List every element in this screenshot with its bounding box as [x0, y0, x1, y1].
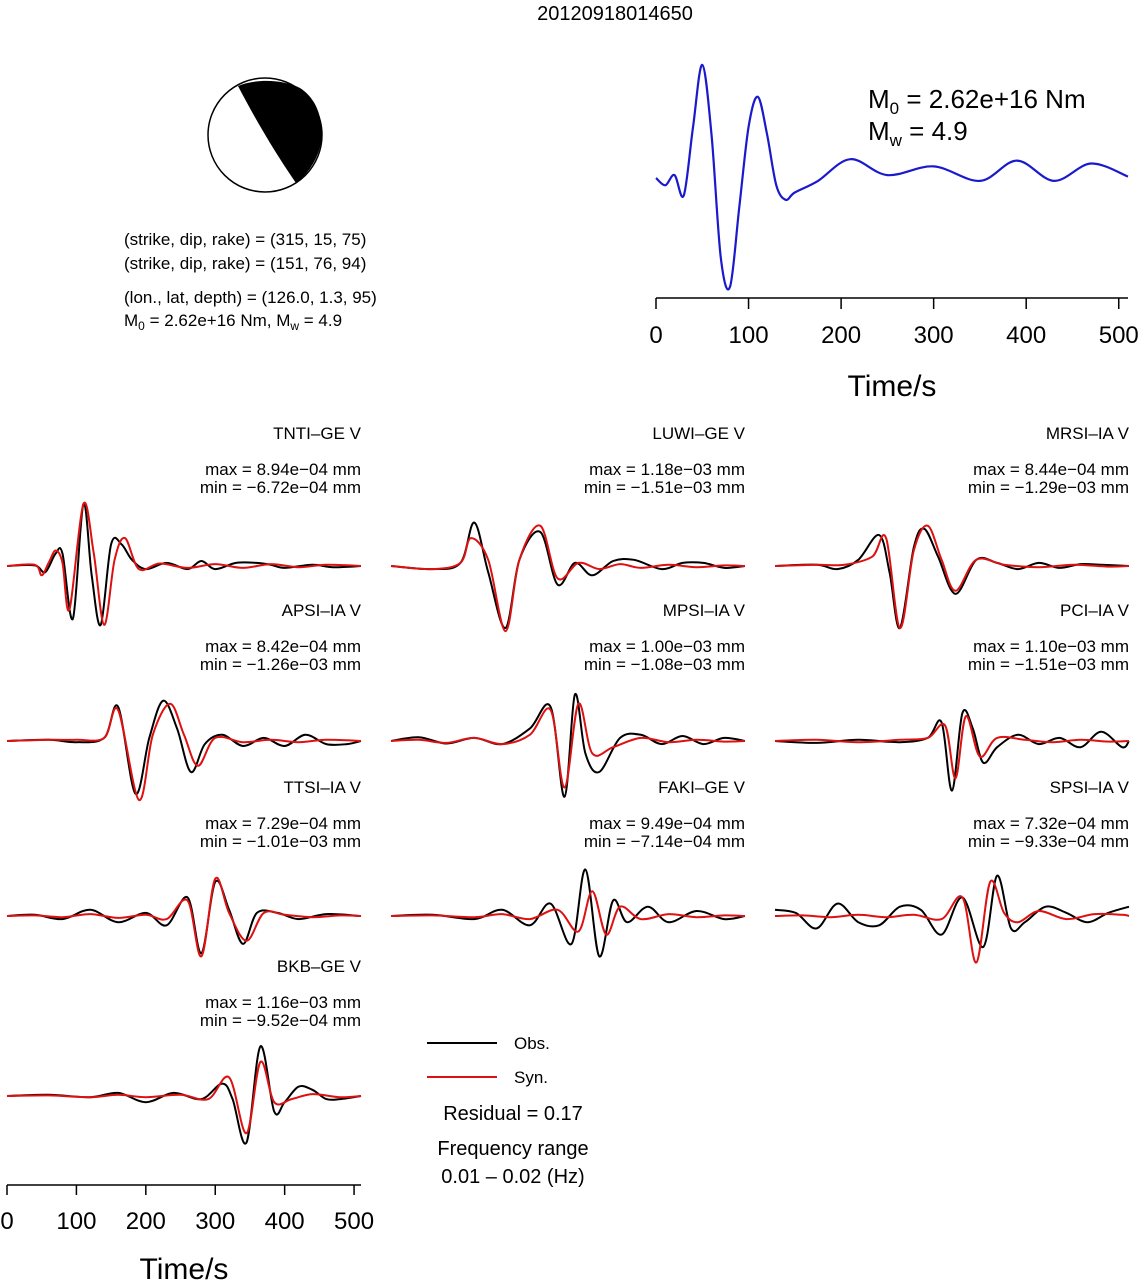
station-min-amplitude: min = −1.08e−03 mm — [584, 655, 745, 674]
waveform-ticks: 0 100 200 300 400 500 — [0, 1185, 374, 1235]
station-max-amplitude: max = 7.29e−04 mm — [205, 814, 361, 833]
beachball — [207, 77, 323, 193]
station-max-amplitude: max = 9.49e−04 mm — [589, 814, 745, 833]
station-max-amplitude: max = 1.18e−03 mm — [589, 460, 745, 479]
station-name: PCI–IA V — [1060, 601, 1130, 620]
station-min-amplitude: min = −9.52e−04 mm — [200, 1011, 361, 1030]
station-name: BKB–GE V — [277, 957, 362, 976]
station-name: SPSI–IA V — [1050, 778, 1130, 797]
waveform-tick-label: 0 — [0, 1208, 13, 1235]
frequency-range-label: Frequency range — [437, 1138, 588, 1160]
stf-tick-label: 500 — [1099, 322, 1139, 349]
synthetic-waveform — [774, 879, 1130, 964]
waveform-xlabel: Time/s — [140, 1253, 229, 1283]
station-min-amplitude: min = −1.51e−03 mm — [584, 478, 745, 497]
synthetic-waveform — [390, 524, 746, 633]
observed-waveform — [774, 709, 1130, 792]
stf-m0-label: M0 = 2.62e+16 Nm — [868, 84, 1086, 118]
station-name: MRSI–IA V — [1046, 424, 1130, 443]
station-max-amplitude: max = 1.10e−03 mm — [973, 637, 1129, 656]
stf-tick-label: 100 — [729, 322, 769, 349]
station-name: FAKI–GE V — [658, 778, 746, 797]
legend: Obs. Syn. — [427, 1034, 550, 1087]
station-min-amplitude: min = −1.01e−03 mm — [200, 832, 361, 851]
legend-syn-label: Syn. — [514, 1068, 548, 1087]
waveform-tick-label: 400 — [265, 1208, 305, 1235]
moment-magnitude-line: M0 = 2.62e+16 Nm, Mw = 4.9 — [124, 311, 342, 333]
synthetic-waveform — [774, 524, 1130, 630]
waveform-tick-label: 300 — [195, 1208, 235, 1235]
station-min-amplitude: min = −7.14e−04 mm — [584, 832, 745, 851]
station-name: MPSI–IA V — [663, 601, 746, 620]
stf-curve — [655, 63, 1129, 291]
station-max-amplitude: max = 8.94e−04 mm — [205, 460, 361, 479]
observed-waveform — [390, 521, 746, 630]
station-min-amplitude: min = −1.26e−03 mm — [200, 655, 361, 674]
stf-tick-label: 200 — [821, 322, 861, 349]
observed-waveform — [774, 874, 1130, 949]
source-location: (lon., lat, depth) = (126.0, 1.3, 95) — [124, 288, 377, 307]
station-name: LUWI–GE V — [652, 424, 745, 443]
nodal-plane-2: (strike, dip, rake) = (151, 76, 94) — [124, 254, 366, 273]
station-name: TTSI–IA V — [284, 778, 362, 797]
station-name: APSI–IA V — [282, 601, 362, 620]
station-max-amplitude: max = 8.42e−04 mm — [205, 637, 361, 656]
event-title: 20120918014650 — [537, 3, 693, 25]
stf-tick-label: 0 — [649, 322, 662, 349]
stf-tick-label: 400 — [1006, 322, 1046, 349]
observed-waveform — [774, 527, 1130, 630]
waveform-tick-label: 100 — [56, 1208, 96, 1235]
synthetic-waveform — [6, 876, 362, 958]
station-min-amplitude: min = −1.51e−03 mm — [968, 655, 1129, 674]
station-name: TNTI–GE V — [273, 424, 362, 443]
waveform-tick-label: 200 — [126, 1208, 166, 1235]
station-max-amplitude: max = 1.16e−03 mm — [205, 993, 361, 1012]
waveform-time-axis: 0 100 200 300 400 500 Time/s — [0, 1184, 374, 1283]
waveform-tick-label: 500 — [334, 1208, 374, 1235]
synthetic-waveform — [390, 702, 746, 789]
station-min-amplitude: min = −6.72e−04 mm — [200, 478, 361, 497]
synthetic-waveform — [6, 501, 362, 626]
station-min-amplitude: min = −1.29e−03 mm — [968, 478, 1129, 497]
stf-xlabel: Time/s — [848, 370, 937, 403]
observed-waveform — [6, 1045, 362, 1145]
stf-tick-label: 300 — [914, 322, 954, 349]
station-max-amplitude: max = 8.44e−04 mm — [973, 460, 1129, 479]
stf-panel: 0 100 200 300 400 500 Time/s M0 = 2.62e+16 Nm… — [649, 63, 1139, 403]
beachball-compression-quadrant — [238, 80, 322, 183]
residual-text: Residual = 0.17 — [443, 1103, 583, 1125]
synthetic-waveform — [390, 890, 746, 936]
mechanism-info: (strike, dip, rake) = (315, 15, 75) (str… — [124, 230, 377, 333]
nodal-plane-1: (strike, dip, rake) = (315, 15, 75) — [124, 230, 366, 249]
legend-obs-label: Obs. — [514, 1034, 550, 1053]
synthetic-waveform — [6, 702, 362, 801]
station-max-amplitude: max = 1.00e−03 mm — [589, 637, 745, 656]
station-max-amplitude: max = 7.32e−04 mm — [973, 814, 1129, 833]
station-min-amplitude: min = −9.33e−04 mm — [968, 832, 1129, 851]
synthetic-waveform — [6, 1060, 362, 1135]
frequency-range-value: 0.01 – 0.02 (Hz) — [441, 1166, 584, 1188]
synthetic-waveform — [774, 715, 1130, 780]
stf-ticks: 0 100 200 300 400 500 — [649, 298, 1139, 349]
observed-waveform — [390, 868, 746, 958]
stf-mw-label: Mw = 4.9 — [868, 116, 968, 150]
